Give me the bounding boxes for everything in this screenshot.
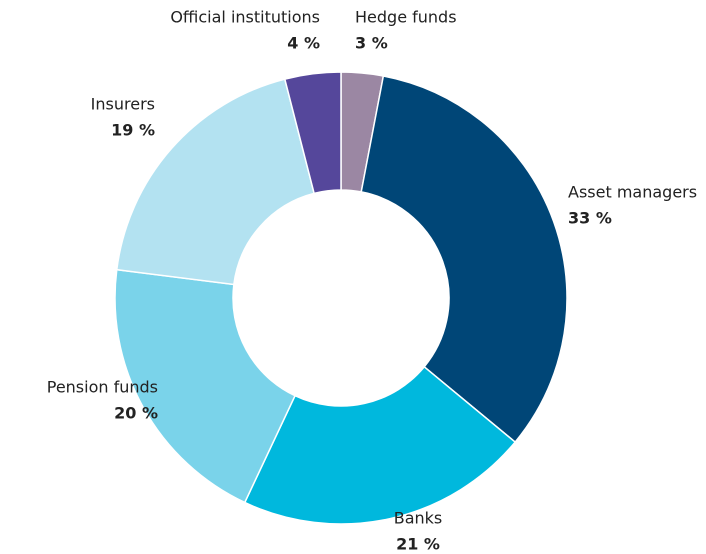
slice-label: Insurers xyxy=(91,95,155,114)
slice xyxy=(243,365,517,525)
slice-label: Pension funds xyxy=(47,378,158,397)
slice-value-label: 4 % xyxy=(287,34,320,53)
slice-label: Official institutions xyxy=(170,8,320,27)
slice-label: Banks xyxy=(394,509,443,528)
slice-value-label: 3 % xyxy=(355,34,388,53)
slice xyxy=(114,268,297,504)
slice-value-label: 33 % xyxy=(568,209,612,228)
slice xyxy=(360,75,568,444)
slice-label: Asset managers xyxy=(568,183,697,202)
slice-value-label: 20 % xyxy=(114,404,158,423)
slice xyxy=(283,71,342,195)
slice-value-label: 21 % xyxy=(396,535,440,554)
slice-label: Hedge funds xyxy=(355,8,457,27)
slice-value-label: 19 % xyxy=(111,121,155,140)
slice xyxy=(115,78,316,286)
